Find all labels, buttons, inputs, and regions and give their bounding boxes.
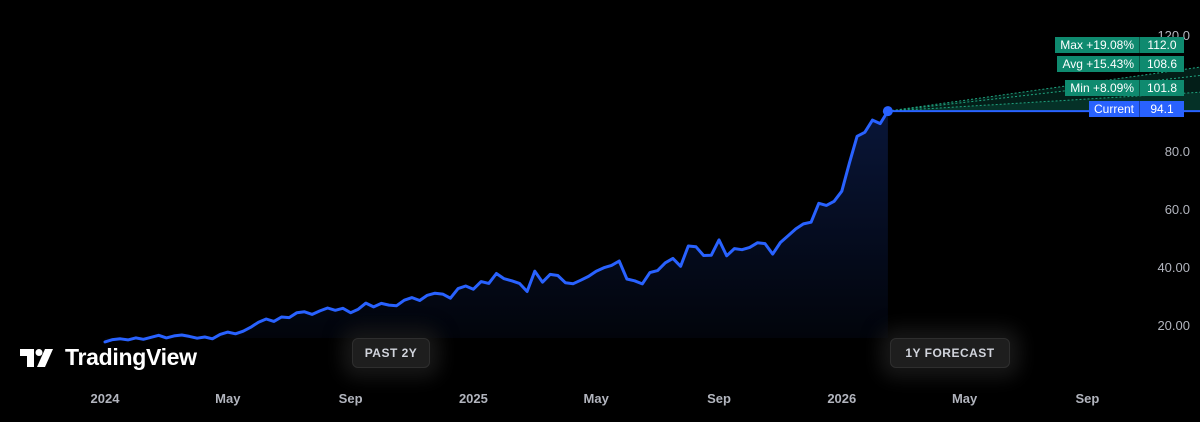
x-tick-label: May [584, 391, 610, 406]
y-tick-label: 80.0 [1165, 144, 1190, 159]
x-tick-label: Sep [1075, 391, 1099, 406]
min-forecast-tag: Min +8.09% 101.8 [1065, 80, 1184, 96]
min-forecast-label: Min +8.09% [1065, 80, 1139, 96]
x-tick-label: 2024 [91, 391, 121, 406]
x-tick-label: Sep [707, 391, 731, 406]
avg-forecast-value: 108.6 [1139, 56, 1184, 72]
avg-forecast-tag: Avg +15.43% 108.6 [1057, 56, 1184, 72]
min-forecast-value: 101.8 [1139, 80, 1184, 96]
avg-forecast-label: Avg +15.43% [1057, 56, 1139, 72]
max-forecast-label: Max +19.08% [1055, 37, 1139, 53]
price-area [105, 111, 888, 342]
y-tick-label: 20.00 [1157, 318, 1190, 333]
past-period-label: PAST 2Y [352, 338, 430, 368]
x-tick-label: May [215, 391, 241, 406]
tradingview-logo: TradingView [20, 344, 197, 371]
current-price-label: Current [1088, 101, 1139, 117]
current-price-value: 94.1 [1139, 101, 1184, 117]
max-forecast-value: 112.0 [1139, 37, 1184, 53]
x-tick-label: Sep [339, 391, 363, 406]
current-price-tag: Current 94.1 [1088, 101, 1184, 117]
price-area-fill [105, 111, 888, 342]
forecast-period-label: 1Y FORECAST [890, 338, 1010, 368]
forecast-min-line [887, 91, 1200, 112]
y-tick-label: 60.0 [1165, 202, 1190, 217]
tradingview-logo-text: TradingView [65, 344, 197, 370]
current-price-marker [882, 106, 893, 117]
max-forecast-tag: Max +19.08% 112.0 [1055, 37, 1184, 53]
y-tick-label: 40.00 [1157, 260, 1190, 275]
tradingview-logo-icon [20, 348, 53, 367]
price-series [103, 106, 893, 344]
price-line [103, 109, 890, 344]
x-tick-label: 2025 [459, 391, 488, 406]
x-axis: 2024 May Sep 2025 May Sep 2026 May Sep [91, 391, 1100, 406]
x-tick-label: 2026 [827, 391, 856, 406]
x-tick-label: May [952, 391, 978, 406]
